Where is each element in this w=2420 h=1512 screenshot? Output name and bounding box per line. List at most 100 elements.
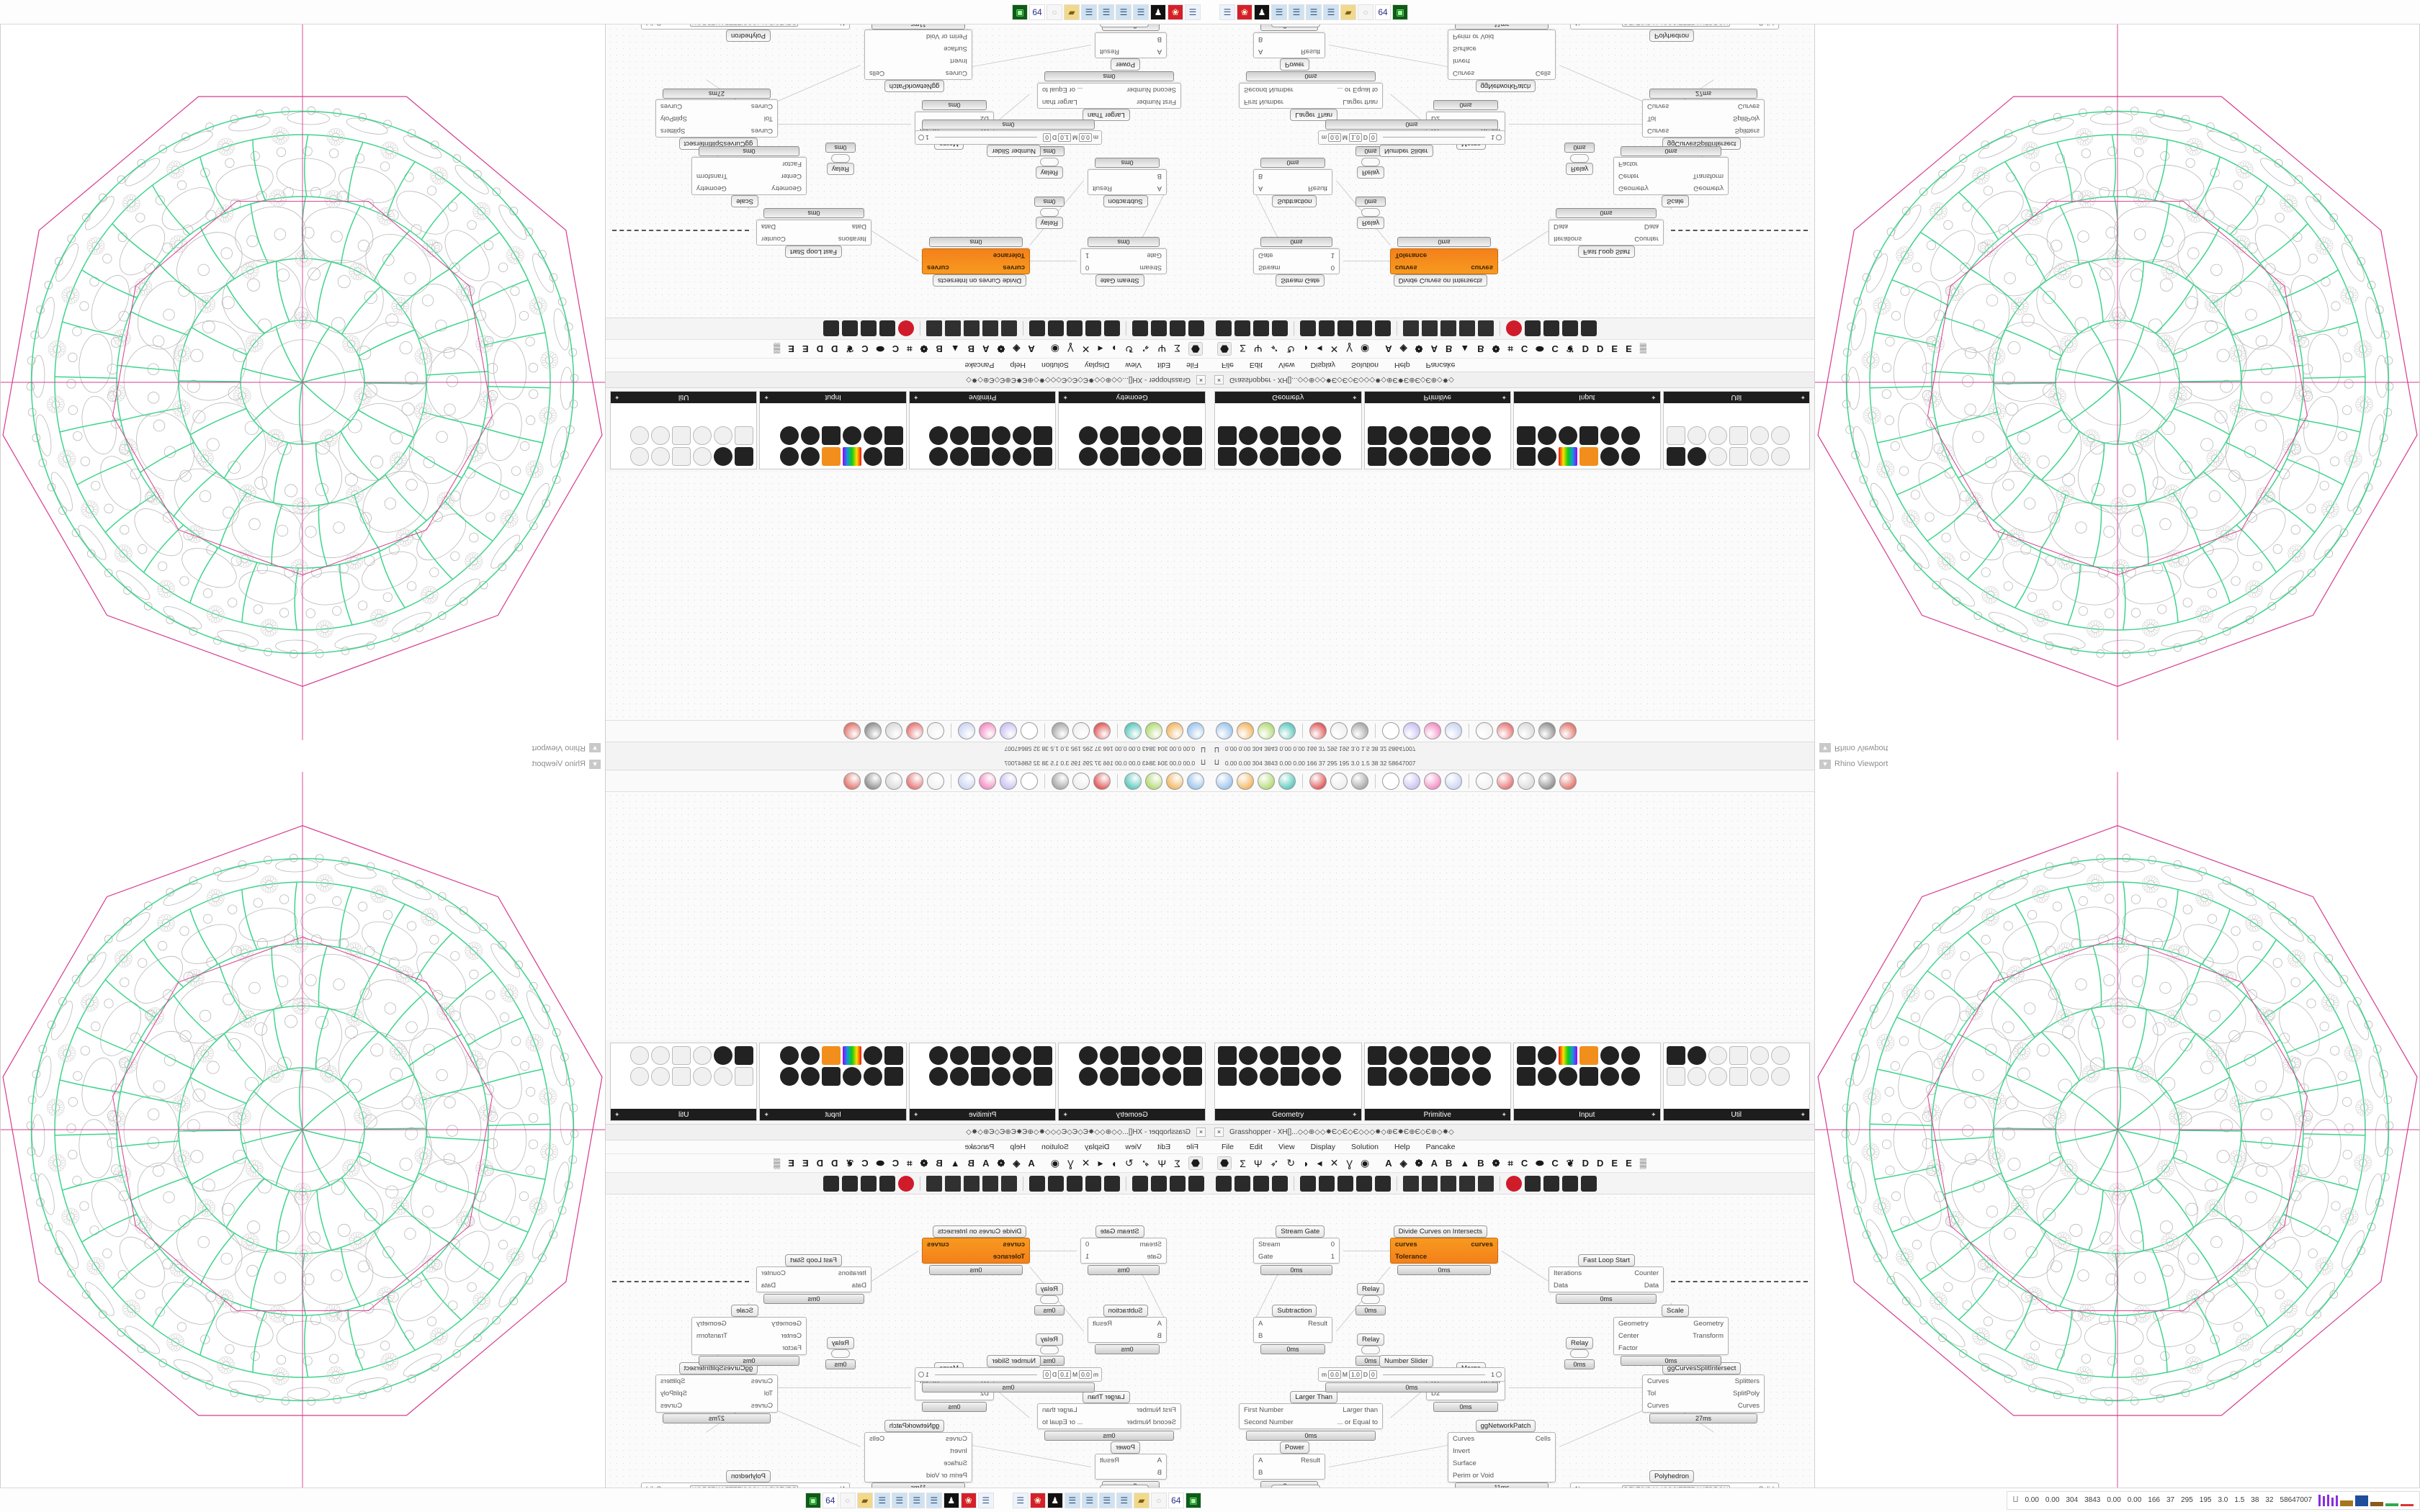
gh-component-fast-loop-start[interactable]: Iterations Counter Data Data bbox=[756, 1266, 871, 1292]
component-icon[interactable] bbox=[1409, 1046, 1428, 1065]
component-icon[interactable] bbox=[735, 1067, 754, 1086]
gh-tab-symbol-4[interactable]: ↻ bbox=[1124, 343, 1134, 355]
component-icon[interactable] bbox=[1517, 447, 1536, 466]
menu-item-help[interactable]: Help bbox=[1394, 1143, 1410, 1151]
polyhedron-name-value[interactable]: DELTOIDAL ICOSITETRAHEDRON bbox=[1621, 1485, 1731, 1488]
gh-component-subtraction[interactable]: A Result B bbox=[1253, 1317, 1332, 1343]
component-icon[interactable] bbox=[1729, 1046, 1748, 1065]
component-icon[interactable] bbox=[1367, 1067, 1386, 1086]
component-icon[interactable] bbox=[1013, 426, 1032, 445]
rhino-tool-new-icon[interactable] bbox=[1216, 722, 1233, 740]
ribbon-group-expand-icon[interactable]: ✦ bbox=[1351, 394, 1358, 402]
rhino-tool-preview-eye-icon[interactable] bbox=[1278, 772, 1296, 790]
component-icon[interactable] bbox=[1600, 447, 1619, 466]
rhino-tool-shell-icon[interactable] bbox=[864, 722, 882, 740]
gh-tab-letter-14[interactable]: D bbox=[816, 343, 823, 354]
rhino-viewport-header[interactable]: ▼ Rhino Viewport bbox=[1, 756, 605, 772]
ribbon-group-expand-icon[interactable]: ✦ bbox=[1650, 394, 1657, 402]
menu-item-solution[interactable]: Solution bbox=[1041, 361, 1069, 369]
menu-item-pancake[interactable]: Pancake bbox=[964, 361, 995, 369]
gh-tab-symbol-4[interactable]: ↻ bbox=[1124, 1157, 1134, 1169]
rhino-toolbar[interactable] bbox=[606, 720, 1210, 742]
folder-icon[interactable]: ▰ bbox=[1340, 4, 1356, 20]
gh-component-power[interactable]: A Result B bbox=[1253, 32, 1325, 58]
gh-tool-primitive-4[interactable] bbox=[1375, 320, 1391, 337]
gh-tab-symbol-8[interactable]: Ɣ bbox=[1067, 1157, 1074, 1169]
component-icon[interactable] bbox=[1621, 1046, 1640, 1065]
gh-tool-primitive-0[interactable] bbox=[1300, 1175, 1316, 1192]
component-icon[interactable] bbox=[1409, 1067, 1428, 1086]
component-icon[interactable] bbox=[1559, 1067, 1577, 1086]
slider-dec-value[interactable]: 0 bbox=[1043, 133, 1052, 142]
menu-item-display[interactable]: Display bbox=[1310, 361, 1336, 369]
gh-component-ggcurvessplitintersect[interactable]: Curves Splitters Tol SplitPoly Curves Curves bbox=[1642, 1374, 1765, 1413]
gh-tool-input-0[interactable] bbox=[1403, 320, 1419, 337]
gh-component-stream-gate[interactable]: Stream 0 Gate 1 bbox=[1253, 1238, 1340, 1264]
component-icon[interactable] bbox=[929, 1067, 949, 1086]
component-icon[interactable] bbox=[1451, 1046, 1470, 1065]
gh-relay-node[interactable] bbox=[1361, 1295, 1380, 1304]
component-icon[interactable] bbox=[693, 1067, 712, 1086]
menu-bar[interactable]: File Edit View Display Solution Help Pancake bbox=[1210, 358, 1814, 372]
grasshopper-title-bar[interactable]: × Grasshopper - XH[]...◇◇⊕◇◇✸Є◇Є◇Є◇◇◇✸◇⊕Є… bbox=[606, 1125, 1210, 1140]
gh-tab-letter-0[interactable]: A bbox=[1385, 343, 1392, 354]
gh-component-power[interactable]: A Result B bbox=[1253, 1454, 1325, 1480]
component-icon[interactable] bbox=[884, 1067, 903, 1086]
menu-item-display[interactable]: Display bbox=[1310, 1143, 1336, 1151]
component-icon[interactable] bbox=[822, 426, 841, 445]
grasshopper-pane[interactable]: ⨿ 0.00 0.00 304 3843 0.00 0.00 166 37 295… bbox=[605, 24, 1210, 756]
component-icon[interactable] bbox=[1162, 426, 1181, 445]
rhino-tool-shell-icon[interactable] bbox=[1538, 772, 1556, 790]
component-icon[interactable] bbox=[864, 1067, 882, 1086]
rhino-tool-preview-eye-icon[interactable] bbox=[1124, 722, 1142, 740]
rhino-viewport-header[interactable]: ▼ Rhino Viewport bbox=[1815, 740, 2419, 756]
component-icon[interactable] bbox=[864, 426, 882, 445]
blank-icon[interactable]: ○ bbox=[1150, 1492, 1167, 1508]
ribbon-group-primitive[interactable]: Primitive ✦ bbox=[909, 1043, 1057, 1121]
gh-tool-geometry-2[interactable] bbox=[1151, 320, 1167, 337]
gh-tab-symbol-5[interactable]: ◗ bbox=[1303, 1157, 1309, 1169]
component-icon[interactable] bbox=[651, 426, 671, 445]
ribbon-group-geometry[interactable]: Geometry ✦ bbox=[1214, 1043, 1362, 1121]
component-icon[interactable] bbox=[1729, 1067, 1748, 1086]
component-icon[interactable] bbox=[1034, 1046, 1053, 1065]
gh-tool-input-0[interactable] bbox=[1001, 1175, 1017, 1192]
gh-tab-symbol-3[interactable]: ➶ bbox=[1270, 343, 1279, 355]
rhino-tool-shell-icon[interactable] bbox=[864, 772, 882, 790]
rhino-viewport-canvas[interactable] bbox=[1, 772, 605, 1488]
gh-tool-primitive-1[interactable] bbox=[1085, 1175, 1101, 1192]
gh-component-larger-than[interactable]: First Number Larger than Second Number ... … bbox=[1037, 1403, 1181, 1429]
notepad-icon-3[interactable]: ☰ bbox=[1098, 1492, 1115, 1508]
component-icon[interactable] bbox=[1013, 1046, 1032, 1065]
gh-tool-util-0[interactable] bbox=[1525, 1175, 1541, 1192]
component-icon[interactable] bbox=[1034, 447, 1053, 466]
gh-tab-symbol-6[interactable]: ◂ bbox=[1317, 343, 1322, 355]
gh-tab-symbol-2[interactable]: Ψ bbox=[1253, 1157, 1263, 1169]
notepad-icon-2[interactable]: ☰ bbox=[1081, 1492, 1098, 1508]
gh-relay-node[interactable] bbox=[1361, 158, 1380, 166]
menu-item-view[interactable]: View bbox=[1125, 1143, 1142, 1151]
ribbon-group-input[interactable]: Input ✦ bbox=[759, 391, 907, 469]
gh-component-ggcurvessplitintersect[interactable]: Curves Splitters Tol SplitPoly Curves Curves bbox=[655, 99, 778, 138]
gh-tool-geometry-2[interactable] bbox=[1253, 320, 1269, 337]
component-icon[interactable] bbox=[1579, 1067, 1598, 1086]
rhino-tool-sphere-icon[interactable] bbox=[927, 722, 944, 740]
rhino-tool-bake-icon[interactable] bbox=[1072, 772, 1090, 790]
rhino-viewport-canvas[interactable] bbox=[1815, 24, 2419, 740]
gh-tool-geometry-0[interactable] bbox=[1216, 1175, 1232, 1192]
grasshopper-pane[interactable]: ⨿ 0.00 0.00 304 3843 0.00 0.00 166 37 295… bbox=[1210, 756, 1815, 1488]
notepad-icon-1[interactable]: ☰ bbox=[1271, 4, 1287, 20]
rhino-tool-solid-red-icon[interactable] bbox=[1559, 772, 1577, 790]
gh-component-ggnetworkpatch[interactable]: Curves Cells Invert Surface Perim or Void bbox=[864, 1432, 972, 1482]
gh-tab-letter-3[interactable]: A bbox=[982, 343, 990, 354]
gh-tool-primitive-0[interactable] bbox=[1300, 320, 1316, 337]
rhino-tool-scissors-icon[interactable] bbox=[906, 772, 923, 790]
rhino-tool-paint-icon[interactable] bbox=[1093, 722, 1111, 740]
gh-tab-symbol-0[interactable]: ⬣ bbox=[1188, 1156, 1203, 1170]
component-icon[interactable] bbox=[1687, 426, 1706, 445]
ribbon-group-expand-icon[interactable]: ✦ bbox=[1501, 394, 1507, 402]
gh-tool-primitive-0[interactable] bbox=[1104, 1175, 1120, 1192]
component-icon[interactable] bbox=[864, 447, 882, 466]
menu-item-display[interactable]: Display bbox=[1084, 1143, 1110, 1151]
component-icon[interactable] bbox=[1301, 447, 1320, 466]
